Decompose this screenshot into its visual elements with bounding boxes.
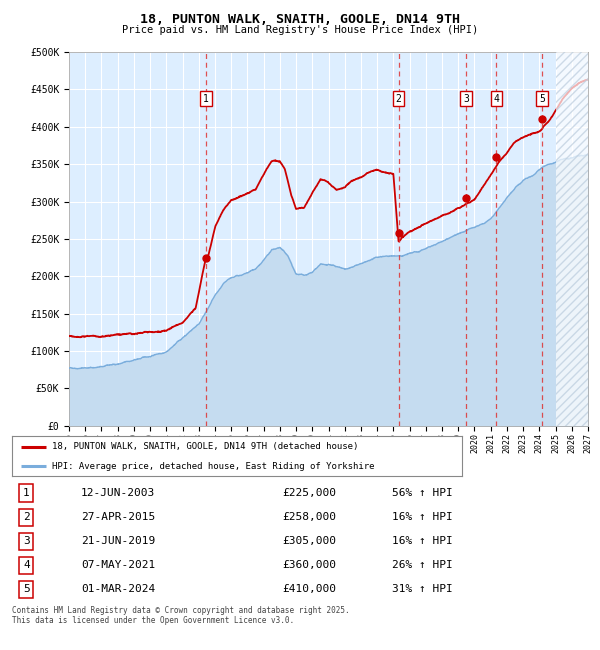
Text: 12-JUN-2003: 12-JUN-2003 — [81, 488, 155, 498]
Text: 31% ↑ HPI: 31% ↑ HPI — [392, 584, 453, 594]
Text: 3: 3 — [23, 536, 30, 546]
Text: 21-JUN-2019: 21-JUN-2019 — [81, 536, 155, 546]
Text: Price paid vs. HM Land Registry's House Price Index (HPI): Price paid vs. HM Land Registry's House … — [122, 25, 478, 34]
Text: 4: 4 — [493, 94, 499, 104]
Text: £258,000: £258,000 — [283, 512, 337, 522]
Text: 5: 5 — [23, 584, 30, 594]
Text: £225,000: £225,000 — [283, 488, 337, 498]
Text: 27-APR-2015: 27-APR-2015 — [81, 512, 155, 522]
Text: 2: 2 — [395, 94, 401, 104]
Text: £305,000: £305,000 — [283, 536, 337, 546]
Text: Contains HM Land Registry data © Crown copyright and database right 2025.
This d: Contains HM Land Registry data © Crown c… — [12, 606, 350, 625]
Text: 16% ↑ HPI: 16% ↑ HPI — [392, 536, 453, 546]
Text: £410,000: £410,000 — [283, 584, 337, 594]
Text: 26% ↑ HPI: 26% ↑ HPI — [392, 560, 453, 570]
Text: 07-MAY-2021: 07-MAY-2021 — [81, 560, 155, 570]
Text: 2: 2 — [23, 512, 30, 522]
Text: 4: 4 — [23, 560, 30, 570]
Text: 56% ↑ HPI: 56% ↑ HPI — [392, 488, 453, 498]
Text: 18, PUNTON WALK, SNAITH, GOOLE, DN14 9TH: 18, PUNTON WALK, SNAITH, GOOLE, DN14 9TH — [140, 13, 460, 26]
Text: 1: 1 — [203, 94, 209, 104]
Text: 5: 5 — [539, 94, 545, 104]
Text: 1: 1 — [23, 488, 30, 498]
Text: 18, PUNTON WALK, SNAITH, GOOLE, DN14 9TH (detached house): 18, PUNTON WALK, SNAITH, GOOLE, DN14 9TH… — [53, 442, 359, 451]
Text: 01-MAR-2024: 01-MAR-2024 — [81, 584, 155, 594]
Text: £360,000: £360,000 — [283, 560, 337, 570]
Text: HPI: Average price, detached house, East Riding of Yorkshire: HPI: Average price, detached house, East… — [53, 462, 375, 471]
Text: 16% ↑ HPI: 16% ↑ HPI — [392, 512, 453, 522]
Text: 3: 3 — [463, 94, 469, 104]
